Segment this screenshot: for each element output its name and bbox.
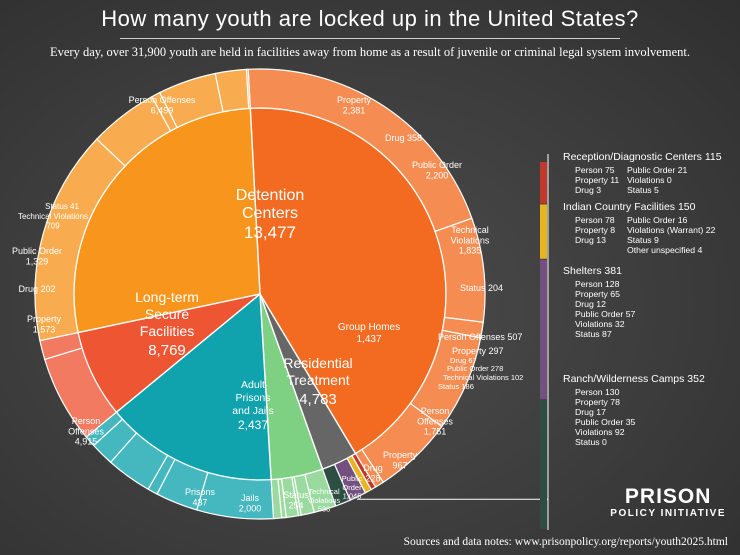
outer-label-adult-prisons: Prisons 437	[185, 487, 216, 507]
logo-line-1: PRISON	[624, 485, 712, 508]
inner-label-group: Group Homes 1,437	[338, 322, 400, 345]
outer-label-detention-public-order: Public Order 2,200	[412, 160, 462, 180]
panel-item: Public Order 16	[627, 215, 688, 225]
panel-item: Other unspecified 4	[627, 245, 703, 255]
outer-label-longterm-technical-violations: Technical Violations 709	[18, 212, 88, 230]
panel-item: Property 11	[575, 175, 619, 185]
outer-label-detention-status: Status 204	[460, 283, 503, 293]
misc-leader-line	[356, 154, 549, 500]
panel-item: Status 0	[575, 437, 607, 447]
outer-label-residential-technical-violations: Technical Violations 538	[308, 487, 341, 514]
outer-label-residential-status: Status 254	[283, 490, 309, 510]
bracket-indian-country-facilities	[540, 204, 547, 259]
outer-label-detention-technical-violations: Technical Violations 1,835	[451, 225, 490, 256]
outer-label-group-status: Status 186	[438, 382, 474, 391]
panel-item: Person 130	[575, 387, 620, 397]
inner-label-residential: Residential Treatment	[283, 355, 352, 388]
panel-item: Public Order 57	[575, 309, 636, 319]
inner-label-longterm: Long-term Secure Facilities	[135, 289, 199, 339]
outer-label-longterm-drug: Drug 202	[18, 284, 55, 294]
inner-value-residential: 4,783	[299, 391, 337, 408]
panel-item: Drug 13	[575, 235, 606, 245]
panel-item: Drug 3	[575, 185, 601, 195]
panel-item: Person 128	[575, 279, 620, 289]
sources-note: Sources and data notes: www.prisonpolicy…	[403, 536, 728, 548]
panel-title-reception-diagnostic-centers-115: Reception/Diagnostic Centers 115	[563, 151, 722, 163]
outer-label-detention-drug: Drug 358	[385, 133, 422, 143]
bracket-shelters	[540, 259, 547, 400]
panel-item: Drug 12	[575, 299, 606, 309]
outer-label-group-person-offenses: Person Offenses 507	[438, 332, 522, 342]
prison-policy-logo: PRISON POLICY INITIATIVE	[610, 485, 726, 520]
panel-item: Person 75	[575, 165, 615, 175]
inner-value-detention: 13,477	[244, 223, 296, 242]
outer-label-detention-person-offenses: Person Offenses 6,499	[129, 95, 196, 115]
panel-item: Property 8	[575, 225, 615, 235]
panel-item: Violations (Warrant) 22	[627, 225, 716, 235]
panel-item: Violations 92	[575, 427, 625, 437]
panel-item: Property 78	[575, 397, 620, 407]
outer-label-group-public-order: Public Order 278	[447, 364, 503, 373]
page-subtitle: Every day, over 31,900 youth are held in…	[50, 45, 690, 59]
bracket-ranch-wilderness-camps	[540, 400, 547, 529]
panel-item: Violations 0	[627, 175, 672, 185]
outer-label-group-technical-violations: Technical Violations 102	[443, 373, 523, 382]
outer-label-group-drug: Drug 67	[450, 356, 477, 365]
panel-title-indian-country-facilities-150: Indian Country Facilities 150	[563, 201, 696, 213]
inner-label-adult: Adult Prisons and Jails	[232, 379, 273, 417]
panel-item: Drug 17	[575, 407, 606, 417]
outer-label-adult-jails: Jails 2,000	[239, 493, 262, 513]
outer-label-longterm-public-order: Public Order 1,329	[12, 246, 62, 266]
inner-value-adult: 2,437	[238, 418, 268, 432]
title-divider	[120, 38, 620, 39]
outer-slice-longterm-status	[245, 68, 251, 109]
panel-title-shelters-381: Shelters 381	[563, 265, 622, 277]
outer-label-residential-property: Property 967	[383, 450, 418, 470]
outer-label-residential-person-offenses: Person Offenses 1,751	[417, 406, 453, 437]
panel-item: Public Order 35	[575, 417, 636, 427]
panel-item: Public Order 21	[627, 165, 688, 175]
outer-label-detention-property: Property 2,381	[337, 95, 372, 115]
bracket-reception-diagnostic-centers	[540, 162, 547, 204]
panel-item: Status 5	[627, 185, 659, 195]
outer-label-residential-drug: Drug 228	[363, 463, 383, 483]
page-title: How many youth are locked up in the Unit…	[101, 6, 639, 31]
outer-label-longterm-person-offenses: Person Offenses 4,915	[68, 416, 104, 447]
panel-item: Person 78	[575, 215, 615, 225]
panel-item: Property 65	[575, 289, 620, 299]
panel-item: Violations 32	[575, 319, 625, 329]
logo-line-2: POLICY INITIATIVE	[610, 508, 726, 519]
inner-label-detention: Detention Centers	[236, 187, 305, 222]
outer-label-residential-public-order: Public Order 1,045	[342, 474, 363, 501]
outer-label-longterm-property: Property 1,573	[27, 314, 62, 334]
inner-value-longterm: 8,769	[148, 342, 186, 359]
outer-label-longterm-status: Status 41	[45, 202, 79, 211]
outer-label-group-property: Property 297	[452, 346, 504, 356]
panel-item: Status 9	[627, 235, 659, 245]
panel-item: Status 87	[575, 329, 612, 339]
panel-title-ranch-wilderness-camps-352: Ranch/Wilderness Camps 352	[563, 373, 705, 385]
